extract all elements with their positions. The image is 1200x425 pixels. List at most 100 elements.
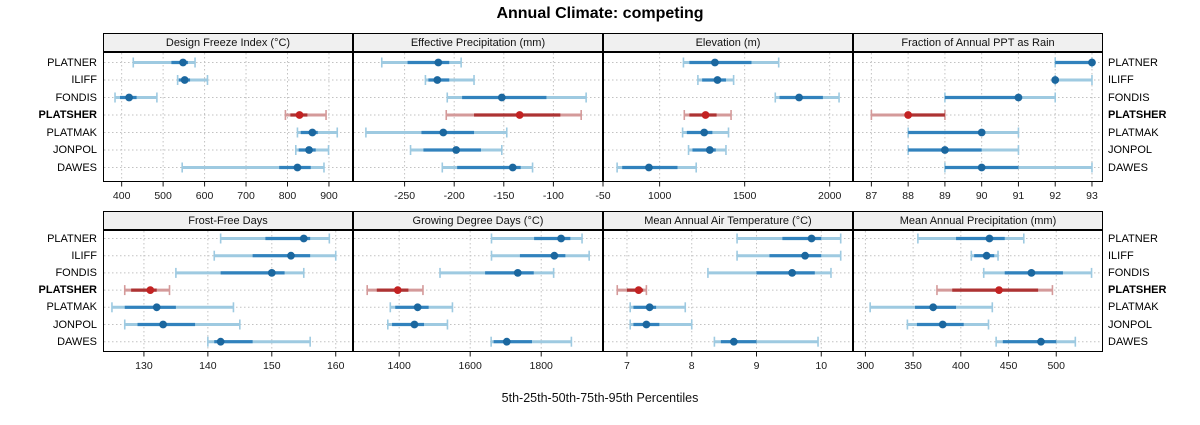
panel-frost-free-days: Frost-Free Days 130 140 150 160 [103,211,353,382]
median-dot-jonpol [305,146,313,154]
panel-plot-svg: 1000 1500 2000 [603,52,853,202]
site-label-iliff: ILIFF [1108,74,1134,86]
median-dot-jonpol [410,320,419,329]
panel-plot-svg: 7 8 9 10 [603,230,853,372]
axis-tick-label: 350 [904,360,922,372]
median-dot-platmak [152,303,161,312]
site-label-platsher: PLATSHER [1108,109,1167,121]
panel-plot-svg: 300 350 400 450 500 [853,230,1103,372]
axis-tick-label: 88 [902,190,914,202]
median-dot-iliff [801,251,809,260]
axis-tick-label: 1400 [387,360,411,372]
axis-tick-label: -50 [595,190,610,202]
panel-plot-svg: -250 -200 -150 -100 -50 [353,52,611,202]
axis-tick-label: 89 [939,190,951,202]
panel-strip: Fraction of Annual PPT as Rain [853,33,1103,52]
percentiles-caption: 5th-25th-50th-75th-95th Percentiles [501,391,699,405]
median-dot-platsher [904,111,913,119]
median-dot-platner [1088,58,1096,67]
panel-strip: Elevation (m) [603,33,853,52]
site-label-jonpol: JONPOL [52,318,97,331]
median-dot-fondis [497,93,506,102]
panel-strip: Mean Annual Air Temperature (°C) [603,211,853,230]
site-label-platsher: PLATSHER [38,109,97,121]
site-label-platmak: PLATMAK [1108,301,1159,314]
panel-strip-title: Fraction of Annual PPT as Rain [901,36,1055,49]
median-dot-iliff [433,76,442,84]
median-dot-platner [985,234,994,243]
axis-tick-label: 87 [866,190,878,202]
median-dot-iliff [713,76,722,84]
median-dot-platmak [700,128,709,137]
axis-tick-label: 900 [320,190,338,202]
axis-tick-label: 2000 [818,190,842,202]
panel-effective-precipitation: Effective Precipitation (mm) -250 -200 -15… [353,33,611,211]
panel-mean-annual-air-temperature: Mean Annual Air Temperature (°C) 7 8 9 10 [603,211,853,382]
panel-strip: Frost-Free Days [103,211,353,230]
panel-growing-degree-days: Growing Degree Days (°C) 1400 1600 1800 [353,211,603,382]
axis-tick-label: 1600 [459,360,483,372]
site-label-platmak: PLATMAK [46,301,97,314]
panel-design-freeze-index: Design Freeze Index (°C) 400 500 600 700 800… [103,33,353,211]
panel-strip: Design Freeze Index (°C) [103,33,353,52]
median-dot-fondis [1027,269,1036,277]
median-dot-fondis [513,269,522,277]
panel-strip-title: Effective Precipitation (mm) [410,36,546,49]
site-label-platsher: PLATSHER [1108,284,1167,297]
site-label-platmak: PLATMAK [46,126,97,139]
site-label-platmak: PLATMAK [1108,126,1159,139]
axis-tick-label: 300 [857,360,875,372]
axis-tick-label: 9 [754,360,760,372]
axis-tick-label: 90 [976,190,988,202]
site-label-jonpol: JONPOL [52,144,97,156]
axis-tick-label: 130 [135,360,153,372]
median-dot-platsher [393,286,402,294]
axis-tick-label: 600 [196,190,214,202]
axis-tick-label: 400 [952,360,970,372]
median-dot-dawes [729,337,738,346]
median-dot-platmak [413,303,422,312]
axis-tick-label: 500 [1047,360,1065,372]
panel-plot-svg: 130 140 150 160 [103,230,353,372]
median-dot-platsher [634,286,643,294]
site-label-platner: PLATNER [1108,56,1158,69]
chart-title: Annual Climate: competing [496,5,704,22]
axis-tick-label: 160 [327,360,345,372]
axis-tick-label: 500 [154,190,172,202]
median-dot-jonpol [705,146,714,154]
median-dot-platsher [295,111,304,119]
panel-strip-title: Mean Annual Precipitation (mm) [899,214,1057,227]
axis-tick-label: 450 [1000,360,1018,372]
site-label-platner: PLATNER [47,56,97,69]
axis-tick-label: 91 [1013,190,1025,202]
site-label-jonpol: JONPOL [1108,144,1153,156]
axis-tick-label: 800 [279,190,297,202]
site-label-jonpol: JONPOL [1108,318,1153,331]
axis-tick-label: 8 [689,360,695,372]
median-dot-platmak [645,303,654,312]
axis-tick-label: -250 [394,190,415,202]
site-label-dawes: DAWES [1108,335,1148,348]
panel-strip-title: Mean Annual Air Temperature (°C) [644,214,812,227]
median-dot-dawes [293,163,302,172]
axis-tick-label: 140 [199,360,217,372]
median-dot-fondis [795,93,803,102]
median-dot-platner [557,234,565,243]
median-dot-iliff [180,76,189,84]
site-label-iliff: ILIFF [71,249,97,262]
median-dot-iliff [287,251,295,260]
axis-tick-label: 92 [1049,190,1061,202]
site-label-fondis: FONDIS [55,266,97,279]
median-dot-platmak [439,128,448,137]
panel-plot-svg: 1400 1600 1800 [353,230,603,372]
median-dot-fondis [1014,93,1023,102]
site-label-iliff: ILIFF [1108,249,1134,262]
site-label-platner: PLATNER [47,232,97,245]
median-dot-platner [299,234,308,243]
median-dot-dawes [977,163,986,172]
panel-mean-annual-precipitation: Mean Annual Precipitation (mm) 300 350 400… [853,211,1103,382]
panel-strip-title: Design Freeze Index (°C) [165,36,291,49]
site-label-platner: PLATNER [1108,232,1158,245]
median-dot-fondis [788,269,797,277]
